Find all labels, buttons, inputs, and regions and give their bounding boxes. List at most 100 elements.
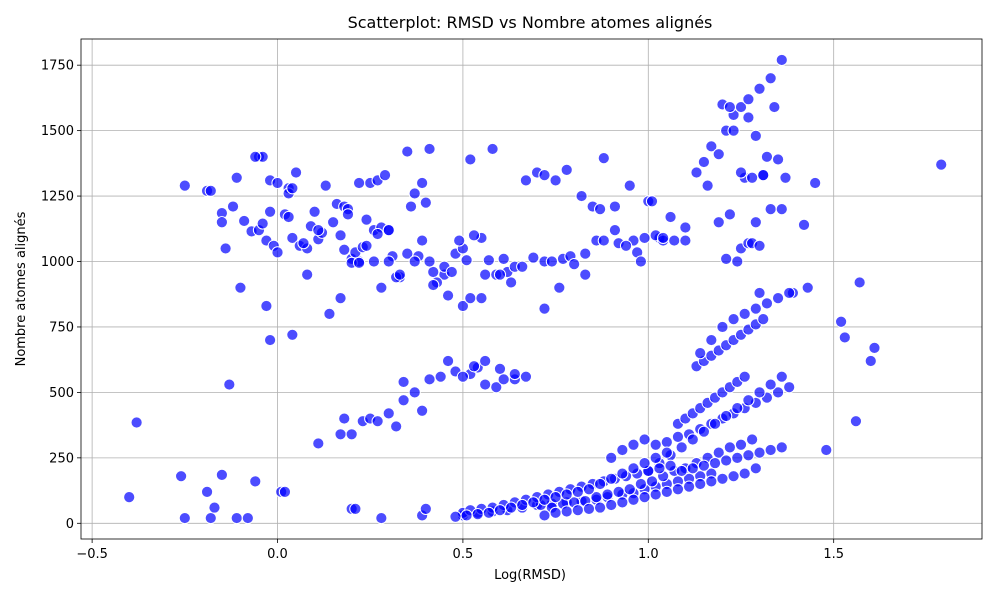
scatter-point xyxy=(175,470,188,483)
scatter-point xyxy=(675,441,688,454)
scatter-point xyxy=(416,234,429,247)
scatter-point xyxy=(760,150,774,163)
scatter-point xyxy=(382,407,395,420)
scatter-point xyxy=(482,254,495,267)
scatter-point xyxy=(638,491,651,504)
scatter-point xyxy=(263,333,277,347)
scatter-point xyxy=(720,454,733,467)
scatter-point xyxy=(634,477,647,491)
scatter-point xyxy=(582,502,596,515)
scatter-point xyxy=(727,124,740,137)
scatter-point xyxy=(416,404,429,417)
scatter-point xyxy=(753,386,766,399)
scatter-point xyxy=(527,251,540,264)
scatter-point xyxy=(601,488,614,501)
scatter-point xyxy=(401,247,414,260)
scatter-point xyxy=(660,446,673,459)
scatter-point xyxy=(835,315,848,328)
y-tick-label: 1000 xyxy=(41,255,74,270)
scatter-point xyxy=(783,381,796,394)
y-axis-ticks: 0 250 500 750 1000 1250 1500 1750 xyxy=(41,59,81,532)
scatter-point xyxy=(345,428,358,441)
scatter-point xyxy=(753,446,766,459)
scatter-point xyxy=(286,231,299,245)
scatter-point xyxy=(764,378,777,391)
scatter-point xyxy=(686,462,699,475)
scatter-point xyxy=(200,485,214,498)
scatter-point xyxy=(705,333,718,347)
scatter-point xyxy=(645,195,659,208)
scatter-point xyxy=(419,502,432,515)
scatter-point xyxy=(749,302,762,315)
scatter-point xyxy=(738,370,751,383)
scatter-point xyxy=(549,506,562,519)
scatter-point xyxy=(553,281,566,294)
scatter-point xyxy=(605,472,618,485)
scatter-point xyxy=(779,171,792,184)
scatter-point xyxy=(341,208,355,221)
scatter-point xyxy=(838,331,851,344)
scatter-point xyxy=(712,148,725,161)
scatter-point xyxy=(638,433,651,446)
scatter-point xyxy=(427,278,440,292)
scatter-point xyxy=(593,477,607,491)
scatter-point xyxy=(178,179,191,192)
scatter-point xyxy=(697,155,711,169)
scatter-point xyxy=(809,176,822,190)
scatter-point xyxy=(352,256,366,269)
scatter-point xyxy=(801,281,814,294)
scatter-point xyxy=(638,456,651,470)
scatter-point xyxy=(708,456,722,470)
scatter-point xyxy=(375,511,388,525)
scatter-point xyxy=(467,360,481,373)
x-tick-label: 0.0 xyxy=(267,547,288,562)
scatter-point xyxy=(453,234,466,247)
scatter-point xyxy=(178,511,191,525)
scatter-point xyxy=(705,140,718,153)
scatter-point xyxy=(549,491,562,504)
scatter-point xyxy=(723,441,736,454)
scatter-point xyxy=(668,234,681,247)
scatter-point xyxy=(204,184,217,197)
scatter-point xyxy=(671,430,685,444)
scatter-point xyxy=(560,163,573,176)
scatter-point xyxy=(738,307,751,320)
scatter-point xyxy=(649,488,662,501)
y-tick-label: 0 xyxy=(66,517,74,532)
scatter-point xyxy=(441,354,455,368)
scatter-point xyxy=(508,367,521,381)
scatter-point xyxy=(705,475,718,488)
scatter-point xyxy=(753,286,766,300)
scatter-point xyxy=(716,320,729,334)
scatter-point xyxy=(664,459,677,472)
scatter-point xyxy=(616,467,629,480)
scatter-point xyxy=(868,341,881,355)
scatter-point xyxy=(215,468,228,481)
scatter-point xyxy=(493,362,507,375)
scatter-point xyxy=(716,472,729,485)
scatter-point xyxy=(746,433,759,446)
scatter-point xyxy=(434,370,447,383)
scatter-point xyxy=(742,111,755,124)
scatter-point xyxy=(723,208,736,221)
scatter-point xyxy=(289,166,303,179)
scatter-point xyxy=(627,438,640,451)
scatter-point xyxy=(278,485,292,498)
x-axis-label: Log(RMSD) xyxy=(494,568,566,583)
scatter-point xyxy=(742,93,755,106)
scatter-point xyxy=(230,171,243,184)
scatter-point xyxy=(645,475,659,488)
scatter-point xyxy=(664,210,677,224)
scatter-point xyxy=(571,485,584,498)
scatter-point xyxy=(464,153,477,166)
scatter-point xyxy=(771,292,785,305)
scatter-point xyxy=(605,498,618,512)
y-tick-label: 1500 xyxy=(41,124,74,139)
scatter-point xyxy=(579,268,592,281)
scatter-point xyxy=(775,441,788,454)
scatter-point xyxy=(731,255,744,268)
scatter-point xyxy=(208,501,221,514)
scatter-point xyxy=(775,53,788,67)
scatter-point xyxy=(497,373,510,386)
